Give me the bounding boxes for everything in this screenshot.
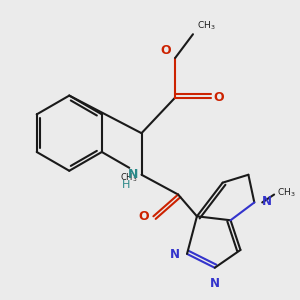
Text: N: N [170, 248, 180, 261]
Text: CH$_3$: CH$_3$ [277, 186, 296, 199]
Text: O: O [160, 44, 171, 57]
Text: O: O [139, 210, 149, 223]
Text: N: N [210, 277, 220, 290]
Text: O: O [214, 91, 224, 104]
Text: N: N [128, 168, 139, 181]
Text: CH$_3$: CH$_3$ [121, 172, 138, 184]
Text: N: N [262, 195, 272, 208]
Text: H: H [122, 180, 130, 190]
Text: CH$_3$: CH$_3$ [197, 20, 216, 32]
